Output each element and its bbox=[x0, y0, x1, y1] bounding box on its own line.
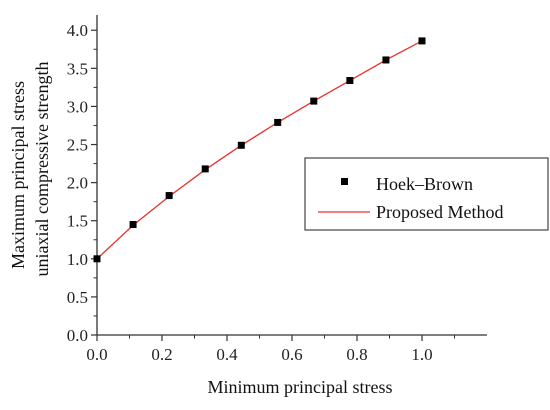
x-tick-label: 1.0 bbox=[411, 345, 432, 364]
y-tick-label: 2.5 bbox=[67, 136, 88, 155]
legend-box bbox=[304, 157, 549, 231]
y-ticks: 0.0 0.5 1.0 1.5 2.0 2.5 3.0 3.5 4.0 bbox=[67, 21, 97, 345]
legend-label-proposed-method: Proposed Method bbox=[376, 202, 504, 222]
y-tick-label: 1.0 bbox=[67, 250, 88, 269]
y-tick-label: 3.0 bbox=[67, 97, 88, 116]
data-point-hoek-brown bbox=[201, 165, 209, 173]
y-tick-label: 3.5 bbox=[67, 59, 88, 78]
y-tick-label: 1.5 bbox=[67, 212, 88, 231]
x-ticks: 0.0 0.2 0.4 0.6 0.8 1.0 bbox=[86, 335, 455, 364]
data-point-hoek-brown bbox=[382, 56, 390, 64]
data-point-hoek-brown bbox=[274, 118, 282, 126]
x-axis-title: Minimum principal stress bbox=[208, 377, 393, 397]
data-point-hoek-brown bbox=[129, 221, 137, 229]
data-point-hoek-brown bbox=[310, 97, 318, 105]
y-tick-label: 0.5 bbox=[67, 288, 88, 307]
legend: Hoek–Brown Proposed Method bbox=[304, 157, 549, 231]
y-tick-label: 0.0 bbox=[67, 326, 88, 345]
x-tick-label: 0.8 bbox=[346, 345, 367, 364]
y-axis-title-line1: Maximum principal stress bbox=[8, 81, 28, 269]
x-tick-label: 0.6 bbox=[281, 345, 302, 364]
legend-marker-hoek-brown bbox=[341, 178, 348, 185]
y-tick-label: 4.0 bbox=[67, 21, 88, 40]
data-point-hoek-brown bbox=[418, 37, 426, 45]
plot-area bbox=[93, 37, 426, 263]
x-tick-label: 0.4 bbox=[216, 345, 238, 364]
data-point-hoek-brown bbox=[237, 141, 245, 149]
x-tick-label: 0.0 bbox=[86, 345, 107, 364]
y-axis-title-line2: uniaxial compressive strength bbox=[32, 62, 52, 277]
data-point-hoek-brown bbox=[165, 192, 173, 200]
data-point-hoek-brown bbox=[93, 255, 101, 263]
data-point-hoek-brown bbox=[346, 77, 354, 85]
x-tick-label: 0.2 bbox=[151, 345, 172, 364]
legend-label-hoek-brown: Hoek–Brown bbox=[376, 174, 473, 194]
series-line-proposed-method bbox=[96, 40, 423, 260]
y-tick-label: 2.0 bbox=[67, 174, 88, 193]
